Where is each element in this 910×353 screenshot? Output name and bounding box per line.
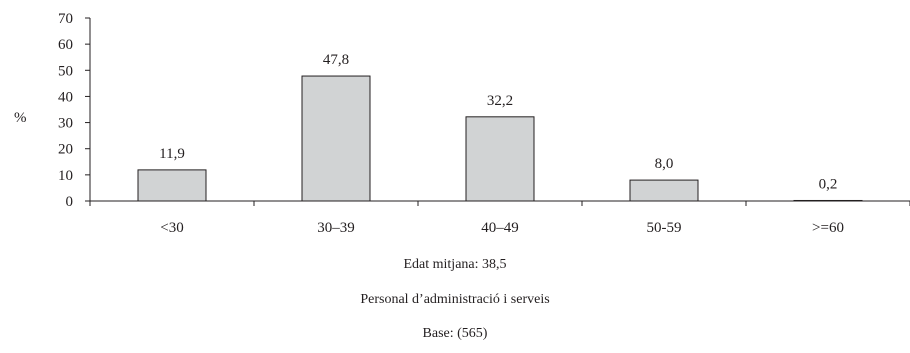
y-tick-label: 40 bbox=[58, 89, 73, 105]
data-label: 0,2 bbox=[819, 176, 838, 192]
x-tick-label: 50-59 bbox=[647, 220, 682, 236]
staff-group-note: Personal d’administració i serveis bbox=[360, 292, 550, 307]
x-tick-label: >=60 bbox=[812, 220, 844, 236]
y-tick-label: 0 bbox=[66, 194, 74, 210]
bars bbox=[137, 75, 863, 202]
y-tick-label: 50 bbox=[58, 63, 73, 79]
y-tick-label: 30 bbox=[58, 116, 73, 132]
x-tick-label: 30–39 bbox=[317, 220, 355, 236]
y-axis-label: % bbox=[14, 110, 27, 126]
axes: 0 10 20 30 40 50 60 70 <30 30–39 40–49 50-59 >=60 bbox=[58, 11, 910, 236]
data-label: 11,9 bbox=[159, 146, 185, 162]
data-label: 32,2 bbox=[487, 93, 513, 109]
x-tick-label: 40–49 bbox=[481, 220, 519, 236]
data-label: 8,0 bbox=[655, 156, 674, 172]
data-labels: 11,9 47,8 32,2 8,0 0,2 bbox=[159, 52, 837, 192]
data-label: 47,8 bbox=[323, 52, 349, 68]
bar bbox=[465, 116, 535, 202]
bar bbox=[629, 179, 699, 202]
bar bbox=[793, 199, 863, 202]
sample-base-note: Base: (565) bbox=[422, 326, 488, 341]
y-tick-label: 70 bbox=[58, 11, 73, 27]
average-age-note: Edat mitjana: 38,5 bbox=[403, 257, 507, 272]
x-tick-label: <30 bbox=[160, 220, 183, 236]
y-tick-label: 20 bbox=[58, 142, 73, 158]
y-tick-label: 10 bbox=[58, 168, 73, 184]
bar bbox=[137, 169, 207, 202]
bar-chart: 0 10 20 30 40 50 60 70 <30 30–39 40–49 50-59 >=60 11… bbox=[14, 11, 910, 236]
y-tick-label: 60 bbox=[58, 37, 73, 53]
bar bbox=[301, 75, 371, 202]
